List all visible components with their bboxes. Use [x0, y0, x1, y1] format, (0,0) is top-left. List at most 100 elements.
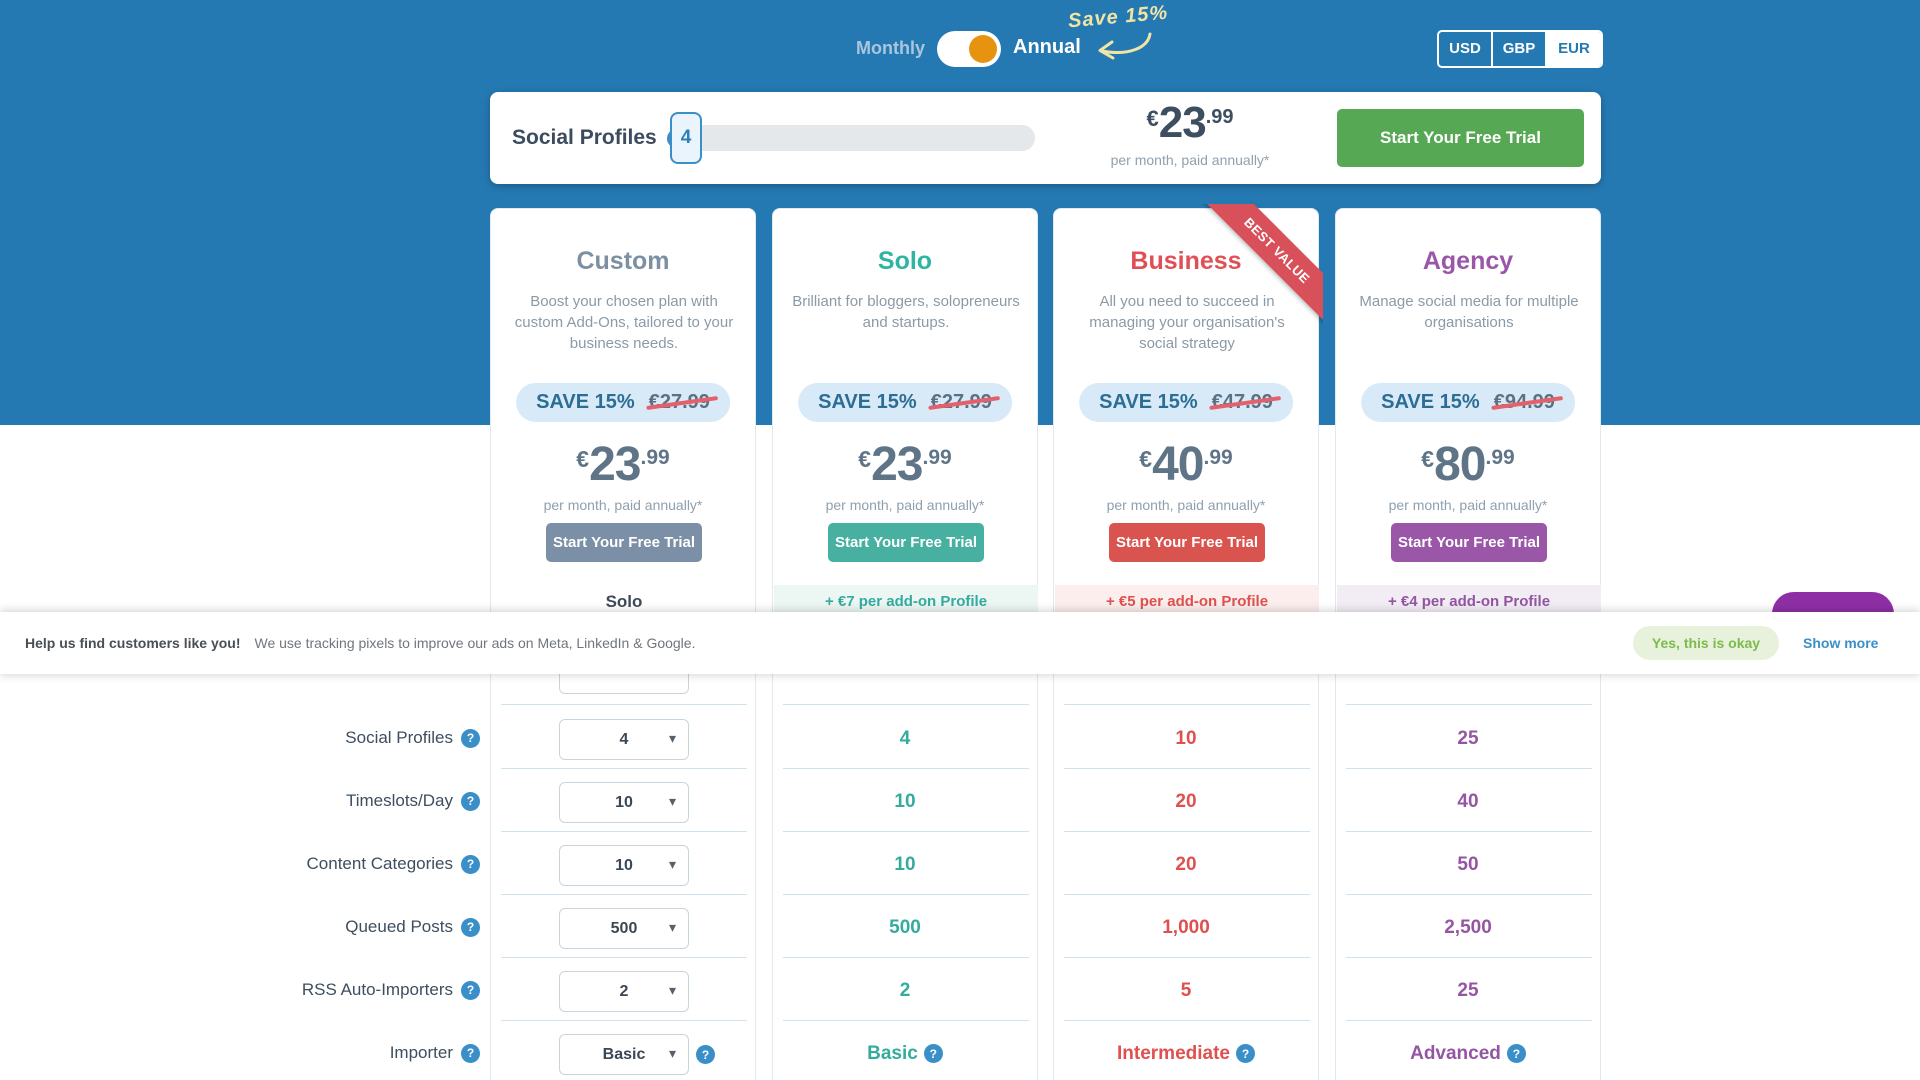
save-label: SAVE 15%: [818, 391, 917, 413]
save-label: SAVE 15%: [536, 391, 635, 413]
feature-value: Advanced?: [1336, 1034, 1600, 1074]
plan-title: Custom: [576, 247, 670, 275]
feature-value: 500: [889, 917, 921, 938]
chevron-down-icon: ▾: [668, 981, 676, 998]
feature-value: 2,500: [1444, 917, 1492, 938]
row-divider: [783, 1020, 1029, 1021]
row-divider: [1064, 768, 1310, 769]
old-price: €27.99: [648, 391, 710, 413]
panel-free-trial-button[interactable]: Start Your Free Trial: [1337, 109, 1584, 167]
row-divider: [1346, 768, 1592, 769]
billing-toggle[interactable]: [937, 31, 1001, 67]
help-icon[interactable]: ?: [696, 1045, 715, 1064]
plan-description: Manage social media for multiple organis…: [1359, 293, 1579, 331]
feature-value: 1,000: [1162, 917, 1210, 938]
business-free-trial-button[interactable]: Start Your Free Trial: [1109, 523, 1265, 562]
dropdown-value: 2: [619, 982, 629, 1000]
row-divider: [501, 831, 747, 832]
price-cents: .99: [1203, 446, 1233, 469]
feature-label-row: Importer ?: [90, 1039, 480, 1067]
plan-description: All you need to succeed in managing your…: [1089, 293, 1285, 352]
help-icon[interactable]: ?: [461, 917, 480, 937]
plan-billing-note: per month, paid annually*: [1106, 497, 1266, 513]
feature-label: Content Categories: [306, 854, 453, 873]
row-divider: [783, 768, 1029, 769]
custom-free-trial-button[interactable]: Start Your Free Trial: [546, 523, 702, 562]
timeslots-dropdown[interactable]: 10 ▾: [559, 782, 689, 823]
help-icon[interactable]: ?: [461, 791, 480, 811]
social-profiles-label: Social Profiles: [512, 126, 657, 149]
dropdown-value: 500: [610, 919, 638, 937]
currency-symbol: €: [1146, 106, 1159, 131]
row-divider: [501, 704, 747, 705]
plan-price: €80.99: [1336, 437, 1600, 492]
help-icon[interactable]: ?: [1235, 1044, 1255, 1064]
row-divider: [1346, 704, 1592, 705]
row-divider: [501, 957, 747, 958]
feature-value: 10: [894, 791, 916, 812]
feature-label-row: Content Categories ?: [90, 850, 480, 878]
price-whole: 23: [1158, 98, 1207, 147]
content-categories-dropdown[interactable]: 10 ▾: [559, 845, 689, 886]
row-divider: [501, 894, 747, 895]
agency-free-trial-button[interactable]: Start Your Free Trial: [1391, 523, 1547, 562]
save-label: SAVE 15%: [1381, 391, 1480, 413]
feature-value: 10: [1175, 728, 1197, 749]
help-icon[interactable]: ?: [461, 1043, 480, 1063]
currency-eur-button[interactable]: EUR: [1547, 32, 1601, 66]
importer-dropdown[interactable]: Basic ▾: [559, 1034, 689, 1075]
cookie-show-more-link[interactable]: Show more: [1803, 635, 1879, 651]
plan-price: €23.99: [491, 437, 755, 492]
feature-value: 40: [1457, 791, 1479, 812]
price-whole: 40: [1152, 438, 1204, 491]
plan-billing-note: per month, paid annually*: [825, 497, 985, 513]
importer-level: Basic: [867, 1043, 918, 1064]
cookie-accept-button[interactable]: Yes, this is okay: [1633, 626, 1779, 660]
currency-symbol: €: [576, 446, 590, 472]
feature-label-row: Social Profiles ?: [90, 724, 480, 752]
dropdown-value: 10: [615, 856, 633, 874]
price-cents: .99: [922, 446, 952, 469]
plan-description: Boost your chosen plan with custom Add-O…: [514, 293, 734, 352]
plan-description: Brilliant for bloggers, solopreneurs and…: [792, 293, 1020, 331]
chevron-down-icon: ▾: [668, 729, 676, 746]
feature-label: Importer: [389, 1043, 453, 1062]
plan-title: Agency: [1422, 247, 1514, 275]
feature-label-row: Queued Posts ?: [90, 913, 480, 941]
solo-free-trial-button[interactable]: Start Your Free Trial: [828, 523, 984, 562]
currency-usd-button[interactable]: USD: [1439, 32, 1493, 66]
billing-monthly-label[interactable]: Monthly: [856, 38, 925, 58]
row-divider: [501, 768, 747, 769]
currency-symbol: €: [1139, 446, 1153, 472]
rss-importers-dropdown[interactable]: 2 ▾: [559, 971, 689, 1012]
chevron-down-icon: ▾: [668, 1044, 676, 1061]
feature-label-row: Timeslots/Day ?: [90, 787, 480, 815]
plan-price: €23.99: [773, 437, 1037, 492]
importer-level: Intermediate: [1117, 1043, 1230, 1064]
cookie-message: We use tracking pixels to improve our ad…: [254, 635, 696, 651]
plan-title: Business: [1130, 247, 1242, 275]
help-icon[interactable]: ?: [461, 728, 480, 748]
dropdown-value: Basic: [602, 1045, 646, 1063]
currency-gbp-button[interactable]: GBP: [1493, 32, 1547, 66]
dropdown-value: 4: [619, 730, 629, 748]
help-icon[interactable]: ?: [1506, 1044, 1526, 1064]
feature-label: Queued Posts: [345, 917, 453, 936]
social-profiles-dropdown[interactable]: 4 ▾: [559, 719, 689, 760]
old-price: €94.99: [1493, 391, 1555, 413]
row-divider: [783, 831, 1029, 832]
profile-count-handle[interactable]: 4: [670, 112, 702, 164]
cookie-headline: Help us find customers like you!: [25, 635, 241, 651]
feature-value: 20: [1175, 791, 1197, 812]
help-icon[interactable]: ?: [461, 980, 480, 1000]
feature-value: 10: [894, 854, 916, 875]
price-whole: 80: [1434, 438, 1486, 491]
help-icon[interactable]: ?: [923, 1044, 943, 1064]
plan-price: €40.99: [1054, 437, 1318, 492]
feature-value: 20: [1175, 854, 1197, 875]
feature-label-row: RSS Auto-Importers ?: [90, 976, 480, 1004]
help-icon[interactable]: ?: [461, 854, 480, 874]
profile-slider-panel: Social Profiles ? 4 €23.99 per month, pa…: [490, 92, 1601, 290]
queued-posts-dropdown[interactable]: 500 ▾: [559, 908, 689, 949]
profile-slider-track[interactable]: [698, 125, 1035, 151]
